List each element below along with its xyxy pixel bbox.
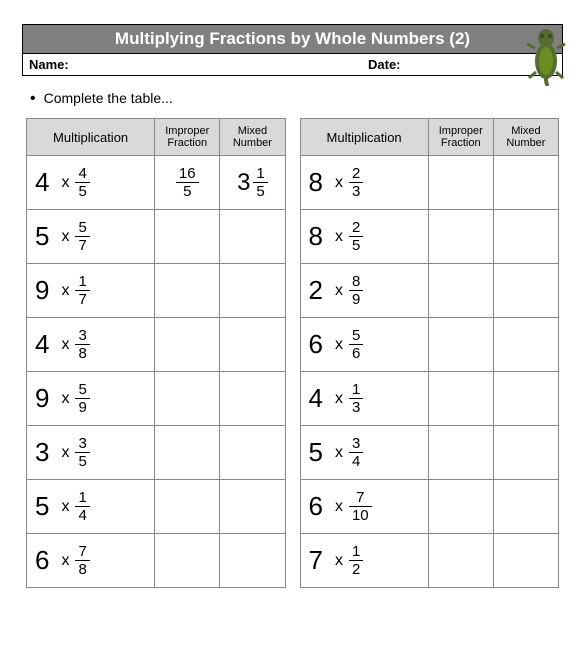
mixed-cell[interactable] [493, 210, 558, 264]
multiplication-cell: 6x710 [300, 480, 428, 534]
improper-cell[interactable] [428, 480, 493, 534]
table-row: 6x78 [27, 534, 286, 588]
table-row: 8x25 [300, 210, 559, 264]
table-row: 3x35 [27, 426, 286, 480]
table-row: 2x89 [300, 264, 559, 318]
improper-cell[interactable] [428, 210, 493, 264]
improper-cell[interactable] [428, 372, 493, 426]
col-improper: Improper Fraction [428, 119, 493, 156]
worksheet: Multiplying Fractions by Whole Numbers (… [0, 0, 585, 588]
instruction-text: Complete the table... [30, 90, 563, 108]
improper-cell[interactable] [155, 264, 220, 318]
page-title: Multiplying Fractions by Whole Numbers (… [22, 24, 563, 53]
improper-cell[interactable] [155, 372, 220, 426]
multiplication-cell: 9x17 [27, 264, 155, 318]
mixed-cell[interactable] [493, 156, 558, 210]
table-row: 6x56 [300, 318, 559, 372]
name-label: Name: [23, 54, 362, 75]
table-row: 5x34 [300, 426, 559, 480]
mixed-cell[interactable] [220, 318, 285, 372]
table-row: 9x17 [27, 264, 286, 318]
name-date-row: Name: Date: [22, 53, 563, 76]
mixed-cell[interactable] [493, 372, 558, 426]
mixed-cell[interactable] [220, 210, 285, 264]
mixed-cell[interactable] [493, 264, 558, 318]
table-row: 4x45165315 [27, 156, 286, 210]
right-table: Multiplication Improper Fraction Mixed N… [300, 118, 560, 588]
col-improper: Improper Fraction [155, 119, 220, 156]
mixed-cell[interactable] [220, 480, 285, 534]
improper-cell[interactable] [428, 156, 493, 210]
mixed-cell[interactable] [220, 264, 285, 318]
multiplication-cell: 8x25 [300, 210, 428, 264]
multiplication-cell: 7x12 [300, 534, 428, 588]
multiplication-cell: 5x57 [27, 210, 155, 264]
left-table: Multiplication Improper Fraction Mixed N… [26, 118, 286, 588]
table-row: 7x12 [300, 534, 559, 588]
multiplication-cell: 6x56 [300, 318, 428, 372]
mixed-cell[interactable] [493, 318, 558, 372]
table-row: 6x710 [300, 480, 559, 534]
multiplication-cell: 5x14 [27, 480, 155, 534]
improper-cell[interactable] [428, 264, 493, 318]
mixed-cell[interactable] [493, 480, 558, 534]
col-multiplication: Multiplication [300, 119, 428, 156]
improper-cell[interactable] [155, 426, 220, 480]
improper-cell[interactable] [428, 534, 493, 588]
mixed-cell[interactable] [493, 426, 558, 480]
tables-container: Multiplication Improper Fraction Mixed N… [22, 118, 563, 588]
table-row: 9x59 [27, 372, 286, 426]
improper-cell[interactable] [428, 426, 493, 480]
table-row: 4x38 [27, 318, 286, 372]
col-mixed: Mixed Number [220, 119, 285, 156]
multiplication-cell: 6x78 [27, 534, 155, 588]
mixed-cell[interactable] [493, 534, 558, 588]
multiplication-cell: 4x13 [300, 372, 428, 426]
table-row: 5x57 [27, 210, 286, 264]
multiplication-cell: 8x23 [300, 156, 428, 210]
lizard-icon [525, 26, 567, 86]
multiplication-cell: 4x38 [27, 318, 155, 372]
multiplication-cell: 5x34 [300, 426, 428, 480]
improper-cell[interactable] [155, 210, 220, 264]
multiplication-cell: 9x59 [27, 372, 155, 426]
table-row: 4x13 [300, 372, 559, 426]
mixed-cell[interactable] [220, 372, 285, 426]
mixed-cell[interactable] [220, 534, 285, 588]
col-mixed: Mixed Number [493, 119, 558, 156]
col-multiplication: Multiplication [27, 119, 155, 156]
mixed-cell[interactable] [220, 426, 285, 480]
table-row: 8x23 [300, 156, 559, 210]
mixed-cell[interactable]: 315 [220, 156, 285, 210]
multiplication-cell: 3x35 [27, 426, 155, 480]
multiplication-cell: 2x89 [300, 264, 428, 318]
improper-cell[interactable] [428, 318, 493, 372]
table-row: 5x14 [27, 480, 286, 534]
improper-cell[interactable] [155, 480, 220, 534]
improper-cell[interactable] [155, 534, 220, 588]
improper-cell[interactable] [155, 318, 220, 372]
multiplication-cell: 4x45 [27, 156, 155, 210]
improper-cell[interactable]: 165 [155, 156, 220, 210]
